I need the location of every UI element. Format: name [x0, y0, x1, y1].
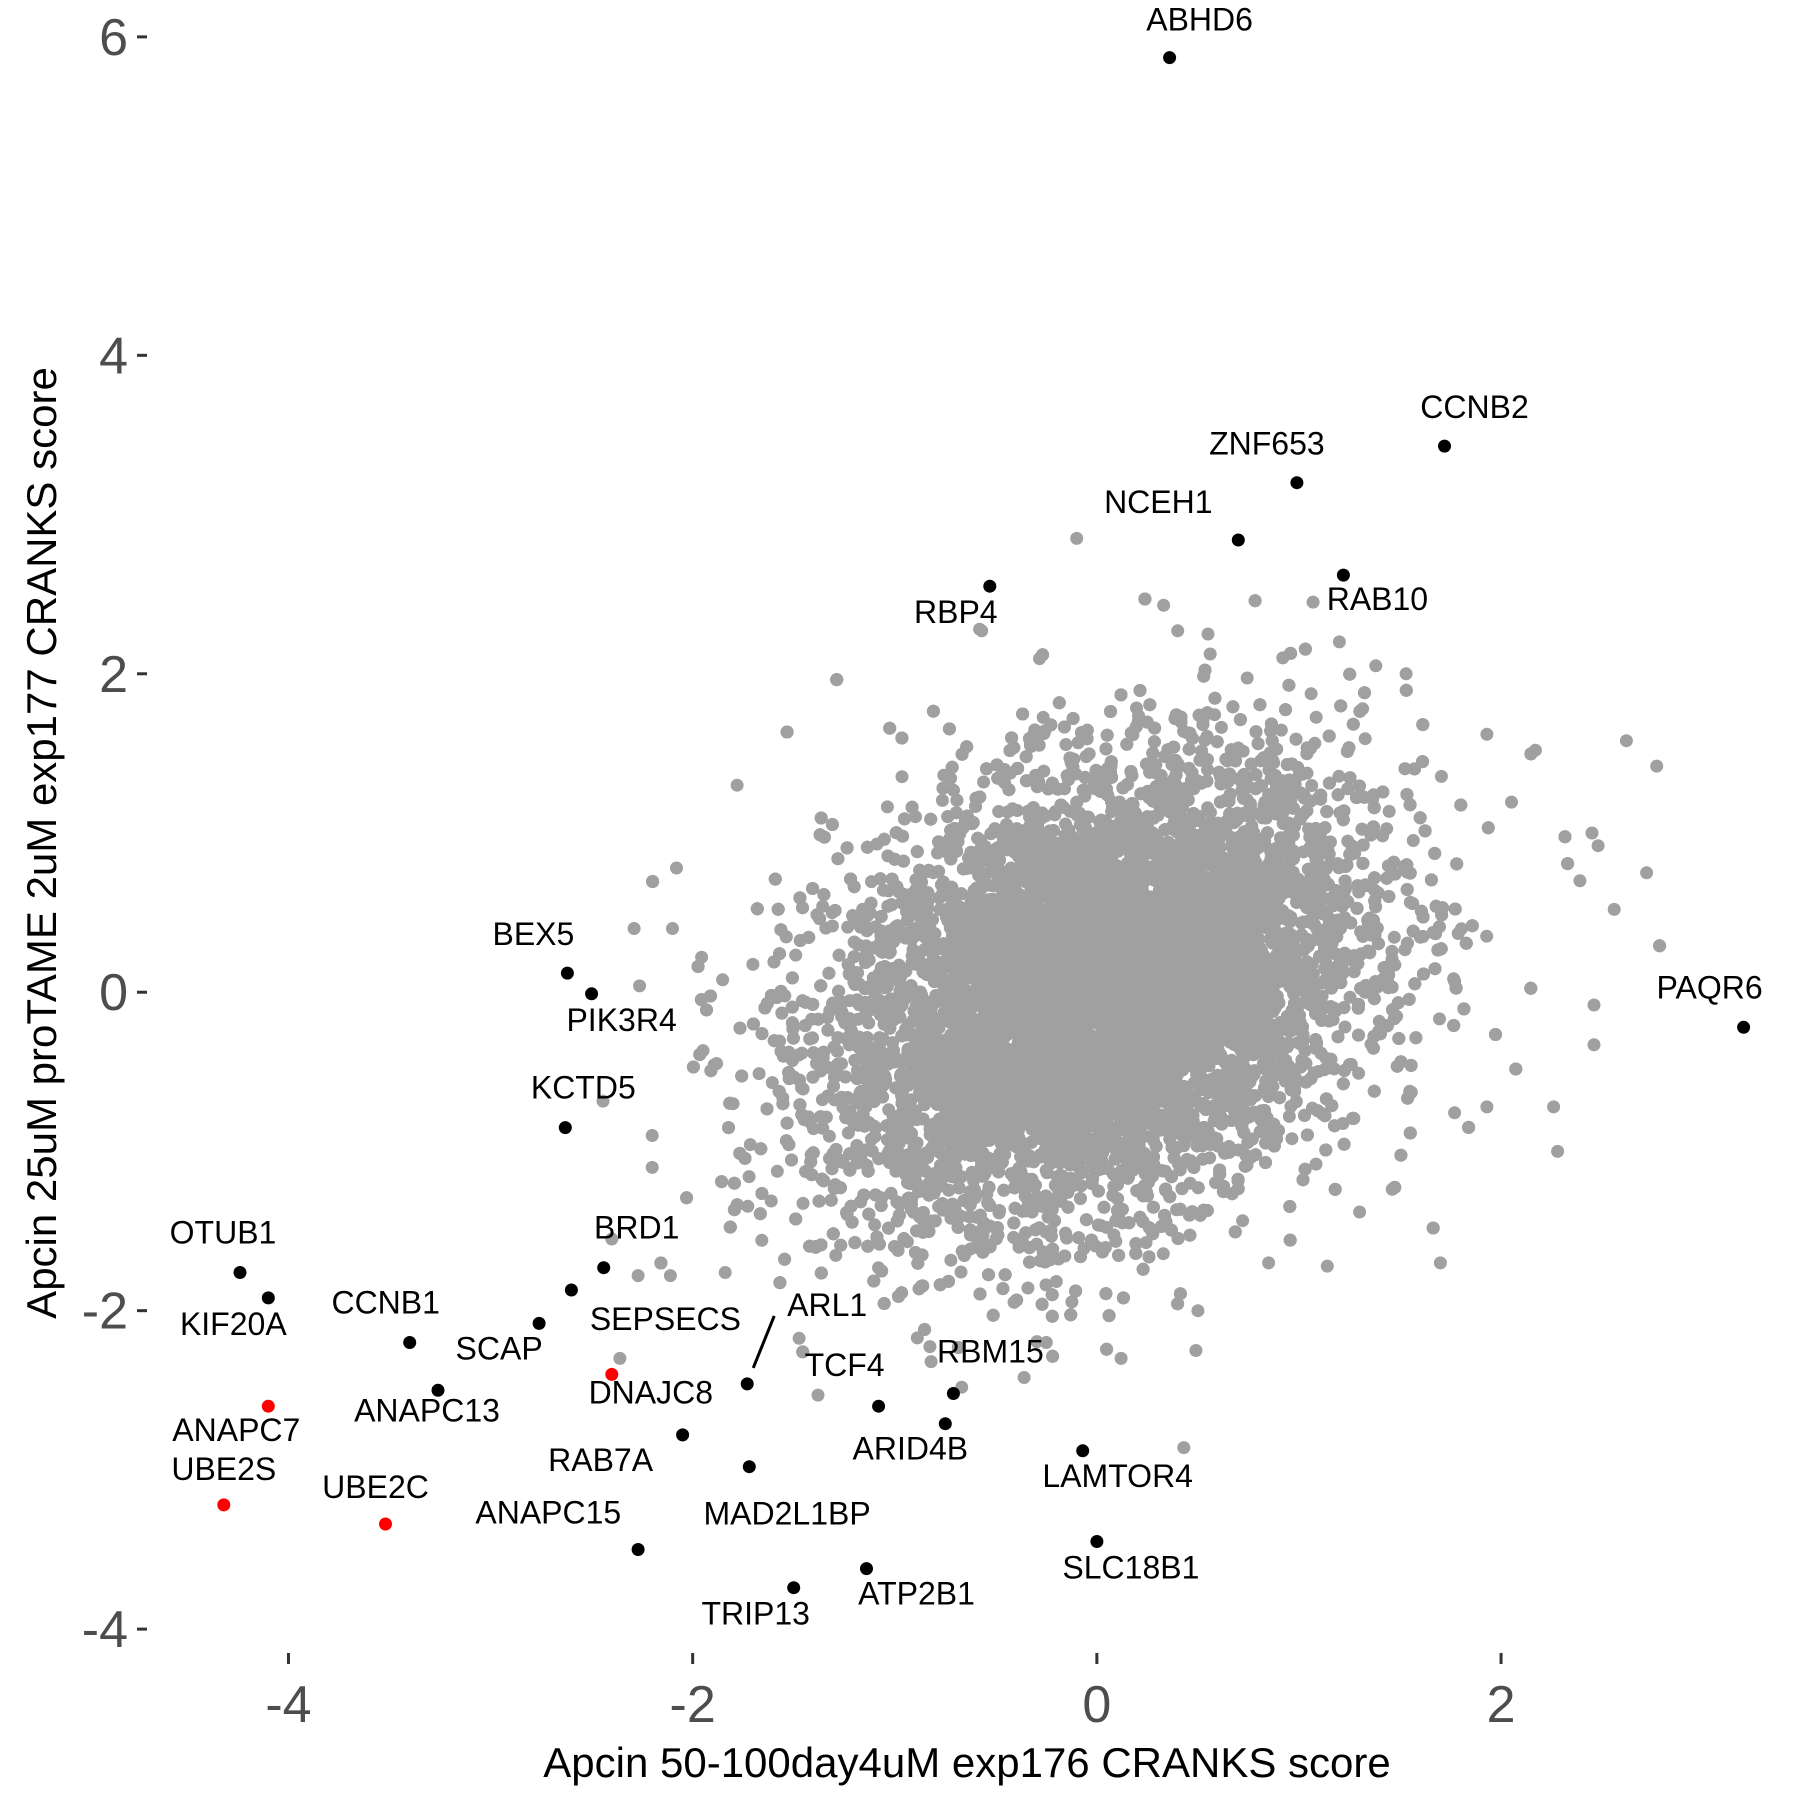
background-point: [743, 1138, 757, 1152]
background-point: [633, 979, 647, 993]
background-point: [1059, 738, 1073, 751]
background-point: [880, 800, 894, 814]
background-point: [1240, 671, 1254, 685]
background-point: [716, 973, 730, 987]
background-point: [1309, 710, 1323, 724]
background-point: [1433, 1012, 1446, 1026]
background-point: [1236, 1214, 1250, 1228]
background-point: [1451, 927, 1465, 940]
background-point: [1010, 804, 1024, 817]
background-point: [825, 919, 839, 933]
background-point: [895, 770, 909, 784]
background-point: [1274, 723, 1288, 737]
y-tick-label: -4: [82, 1601, 128, 1659]
y-axis: -4 -2 0 2 4 6: [82, 9, 147, 1659]
background-point: [1387, 930, 1401, 944]
background-point: [947, 783, 960, 797]
background-point: [1505, 795, 1518, 809]
y-tick-label: 2: [99, 646, 128, 704]
y-tick-label: 4: [99, 327, 128, 385]
background-point: [765, 1076, 779, 1090]
background-point: [954, 1265, 968, 1279]
background-point: [1203, 647, 1217, 661]
y-tick-label: 0: [99, 964, 128, 1022]
background-point: [1021, 1281, 1035, 1295]
background-point: [1049, 1275, 1063, 1288]
background-point: [923, 1340, 937, 1354]
background-point: [1156, 1247, 1170, 1261]
background-point: [944, 1253, 958, 1267]
background-point: [596, 1094, 610, 1108]
background-point: [1000, 818, 1013, 831]
background-point: [1065, 1295, 1079, 1309]
x-tick-label: 0: [1082, 1676, 1111, 1734]
background-point: [935, 793, 949, 807]
background-point: [792, 1331, 806, 1345]
background-point: [829, 1248, 843, 1262]
background-point: [1448, 1106, 1462, 1120]
y-tick-label: 6: [99, 9, 128, 67]
background-point: [755, 1233, 769, 1247]
x-axis: -4 -2 0 2: [265, 1653, 1516, 1734]
background-point: [789, 948, 803, 962]
background-point: [1352, 1066, 1366, 1080]
background-point: [752, 1067, 766, 1081]
background-point: [718, 1266, 732, 1279]
background-point: [1001, 805, 1015, 819]
background-point: [742, 1170, 756, 1184]
background-point: [1480, 929, 1494, 943]
background-point: [868, 1218, 882, 1232]
y-tick-label: -2: [82, 1283, 128, 1341]
background-points: [596, 531, 1667, 1455]
background-point: [910, 1331, 924, 1345]
background-point: [1282, 1109, 1296, 1123]
background-point: [977, 775, 991, 789]
background-point: [1214, 720, 1228, 734]
x-tick-label: -2: [670, 1676, 716, 1734]
background-point: [1380, 822, 1394, 836]
background-point: [1434, 769, 1448, 783]
background-point: [1309, 1157, 1323, 1171]
background-point: [1285, 1132, 1299, 1146]
background-point: [796, 1196, 810, 1210]
background-point: [764, 1194, 778, 1208]
x-tick-label: -4: [265, 1676, 311, 1734]
background-point: [1304, 687, 1318, 701]
background-point: [1382, 804, 1396, 818]
background-point: [1343, 990, 1357, 1004]
background-point: [1030, 1335, 1044, 1349]
background-point: [1305, 779, 1319, 792]
background-point: [1201, 763, 1214, 777]
background-point: [1332, 769, 1346, 783]
background-point: [1358, 732, 1372, 746]
x-tick-label: 2: [1487, 1676, 1516, 1734]
background-point: [1107, 1228, 1121, 1242]
background-point: [1406, 834, 1420, 847]
background-point: [1139, 1236, 1153, 1250]
background-point: [1039, 1278, 1053, 1292]
background-point: [746, 957, 760, 971]
background-point: [841, 1126, 855, 1140]
background-point: [741, 1199, 755, 1213]
background-point: [770, 1164, 784, 1178]
background-point: [1338, 1020, 1352, 1034]
